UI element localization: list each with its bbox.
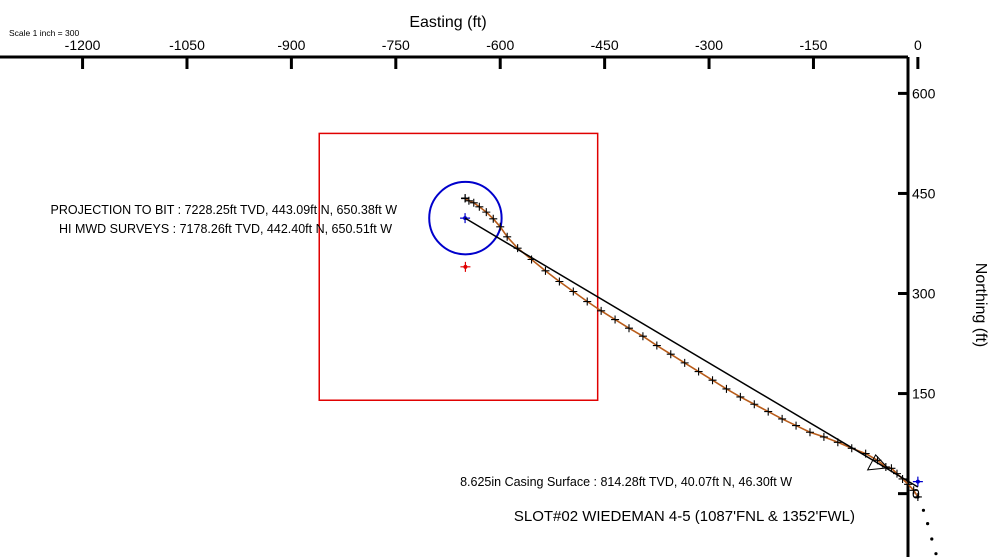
x-tick-label: -750	[382, 37, 410, 53]
x-tick-label: -900	[277, 37, 305, 53]
x-tick-label: -150	[799, 37, 827, 53]
x-tick-label: -1200	[65, 37, 101, 53]
survey-station-marker	[569, 287, 578, 296]
survey-station-marker	[652, 341, 661, 350]
trailing-dot	[934, 552, 938, 556]
x-axis-title: Easting (ft)	[409, 14, 486, 31]
casing-shoe-marker	[866, 454, 889, 471]
survey-station-marker	[680, 358, 689, 367]
survey-station-marker	[778, 414, 787, 423]
survey-station-marker	[909, 486, 918, 495]
survey-station-marker	[722, 384, 731, 393]
survey-station-marker	[666, 350, 675, 359]
survey-station-marker	[555, 277, 564, 286]
y-tick-label: 300	[912, 286, 936, 302]
target-circle	[428, 180, 503, 256]
annotations-layer: PROJECTION TO BIT : 7228.25ft TVD, 443.0…	[51, 203, 855, 525]
survey-station-marker	[764, 407, 773, 416]
survey-station-marker	[638, 332, 647, 341]
x-tick-label: -450	[591, 37, 619, 53]
survey-station-marker	[736, 392, 745, 401]
y-tick-label: 600	[912, 85, 936, 101]
target-box	[318, 132, 599, 401]
trailing-dot	[916, 495, 920, 499]
survey-station-marker	[624, 324, 633, 333]
survey-station-marker	[819, 432, 828, 441]
series-layer	[461, 194, 938, 556]
y-tick-label: 450	[912, 185, 936, 201]
axes: -1200 -1050 -900 -750 -600 -450 -300 -150 0 600 45…	[0, 37, 936, 557]
annotation-label: SLOT#02 WIEDEMAN 4-5 (1087'FNL & 1352'FW…	[514, 508, 855, 525]
survey-station-marker	[805, 428, 814, 437]
y-tick-label: 150	[912, 386, 936, 402]
x-tick-label: -1050	[169, 37, 205, 53]
annotation-label: 8.625in Casing Surface : 814.28ft TVD, 4…	[460, 475, 792, 489]
survey-station-marker	[482, 208, 491, 217]
survey-station-marker	[694, 367, 703, 376]
x-tick-label: -600	[486, 37, 514, 53]
wellpath-line	[464, 197, 919, 498]
survey-station-marker	[461, 194, 470, 203]
x-tick-label: 0	[914, 37, 922, 53]
survey-station-marker	[750, 400, 759, 409]
survey-station-marker	[597, 306, 606, 315]
plan-line	[464, 217, 919, 488]
x-tick-label: -300	[695, 37, 723, 53]
survey-station-marker	[475, 202, 484, 211]
survey-station-marker	[611, 315, 620, 324]
survey-station-marker	[489, 214, 498, 223]
survey-station-marker	[792, 421, 801, 430]
survey-station-marker	[583, 297, 592, 306]
annotation-label: HI MWD SURVEYS : 7178.26ft TVD, 442.40ft…	[59, 222, 392, 236]
y-axis-title: Northing (ft)	[972, 263, 989, 347]
trailing-dot	[926, 522, 930, 526]
scale-note: Scale 1 inch = 300	[9, 28, 79, 38]
slot-point-dot	[915, 479, 920, 484]
survey-station-marker	[469, 198, 478, 207]
survey-station-marker	[541, 266, 550, 275]
trailing-dot	[921, 508, 926, 512]
survey-station-marker	[503, 232, 512, 241]
trailing-dot	[930, 537, 934, 541]
survey-station-marker	[496, 222, 505, 231]
red-point-dot	[463, 264, 468, 269]
annotation-label: PROJECTION TO BIT : 7228.25ft TVD, 443.0…	[51, 203, 398, 217]
survey-station-marker	[708, 376, 717, 385]
